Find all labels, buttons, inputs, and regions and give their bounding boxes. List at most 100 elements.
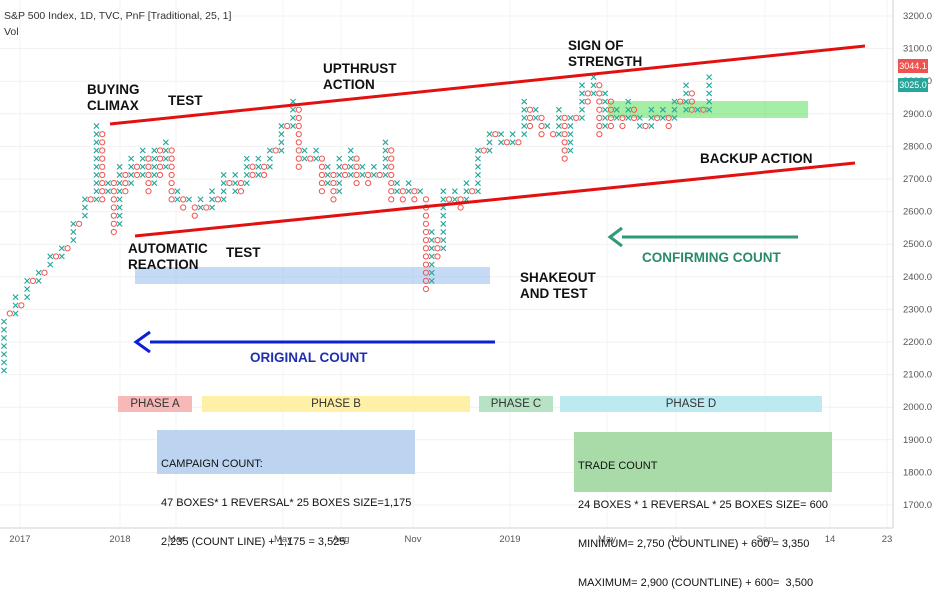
pnf-x-box [336,188,343,195]
pnf-x-column [185,196,192,203]
pnf-o-box [168,155,175,162]
pnf-x-box [70,237,77,244]
y-tick-label: 1800.0 [903,467,932,478]
pnf-x-box [474,171,481,178]
pnf-x-box [35,269,42,276]
pnf-x-column [417,188,424,195]
pnf-o-box [388,196,395,203]
pnf-x-box [116,171,123,178]
pnf-o-box [411,196,418,203]
pnf-x-box [706,90,713,97]
pnf-o-box [688,98,695,105]
pnf-x-column [648,106,655,130]
pnf-o-column [584,90,591,105]
x-tick-label: 2018 [109,534,130,545]
pnf-o-box [550,131,557,138]
pnf-o-column [307,155,314,162]
pnf-x-column [405,180,412,195]
phase-d-label: PHASE D [560,396,822,412]
pnf-o-column [642,122,649,130]
pnf-o-box [110,204,117,211]
pnf-o-column [237,179,245,195]
pnf-x-box [440,228,447,235]
pnf-x-box [209,196,216,203]
pnf-x-column [359,163,366,178]
pnf-o-box [133,171,141,179]
ann-original-count: ORIGINAL COUNT [250,350,368,365]
pnf-o-box [18,302,25,309]
pnf-x-box [671,106,678,113]
pnf-x-box [162,147,169,154]
pnf-o-box [422,277,430,284]
pnf-x-box [370,171,377,178]
pnf-x-box [521,98,528,105]
pnf-x-box [498,131,505,138]
pnf-x-box [93,188,100,195]
pnf-o-box [99,131,106,138]
ann-confirming-count: CONFIRMING COUNT [642,250,781,265]
pnf-x-box [521,114,528,121]
pnf-o-box [700,106,707,113]
pnf-x-column [370,163,377,178]
pnf-x-box [579,98,585,105]
pnf-x-box [209,188,216,195]
pnf-o-column [503,139,510,146]
pnf-x-box [47,261,54,268]
ann-buying-climax-2: CLIMAX [87,98,139,113]
pnf-x-box [35,277,42,284]
pnf-x-box [24,286,31,293]
pnf-x-box [1,334,7,341]
pnf-x-box [440,188,447,195]
pnf-o-column [76,220,83,227]
pnf-o-box [110,212,117,219]
pnf-x-box [440,237,447,244]
pnf-x-box [70,220,77,227]
pnf-x-column [290,98,296,130]
pnf-x-column [313,147,320,162]
pnf-x-column [706,74,713,113]
pnf-x-box [347,171,354,178]
pnf-o-column [550,131,557,138]
pnf-x-box [324,180,331,187]
pnf-o-column [133,163,141,179]
pnf-o-column [341,163,349,179]
pnf-x-box [81,204,88,211]
pnf-o-column [700,106,707,113]
pnf-x-box [532,114,539,121]
y-tick-label: 2400.0 [903,272,932,283]
pnf-x-box [451,188,458,195]
pnf-o-box [492,131,499,138]
pnf-o-box [295,106,302,113]
pnf-x-box [694,106,701,113]
pnf-x-column [243,155,250,187]
pnf-x-box [706,82,713,89]
pnf-x-column [232,171,239,195]
pnf-x-box [613,106,620,113]
pnf-o-box [399,196,406,203]
pnf-o-box [156,147,164,154]
pnf-o-box [41,269,48,276]
y-tick-label: 2900.0 [903,109,932,120]
pnf-o-box [365,179,372,187]
pnf-x-column [324,163,331,187]
pnf-o-box [330,196,337,203]
pnf-x-box [683,82,690,89]
pnf-x-box [81,196,88,203]
x-tick-label: May [274,534,292,545]
pnf-x-box [116,196,123,203]
ann-auto-reaction-2: REACTION [128,257,199,272]
pnf-x-box [440,245,447,252]
pnf-x-box [440,196,447,203]
pnf-o-box [168,147,175,154]
pnf-o-box [538,131,545,138]
pnf-x-box [602,114,609,121]
pnf-x-box [139,155,146,162]
pnf-x-box [636,114,643,121]
pnf-o-box [607,114,615,121]
pnf-x-box [555,131,562,138]
pnf-x-column [636,114,643,130]
pnf-x-box [93,131,100,138]
pnf-o-box [457,196,464,203]
x-tick-label: 14 [825,534,836,545]
pnf-x-box [185,196,192,203]
